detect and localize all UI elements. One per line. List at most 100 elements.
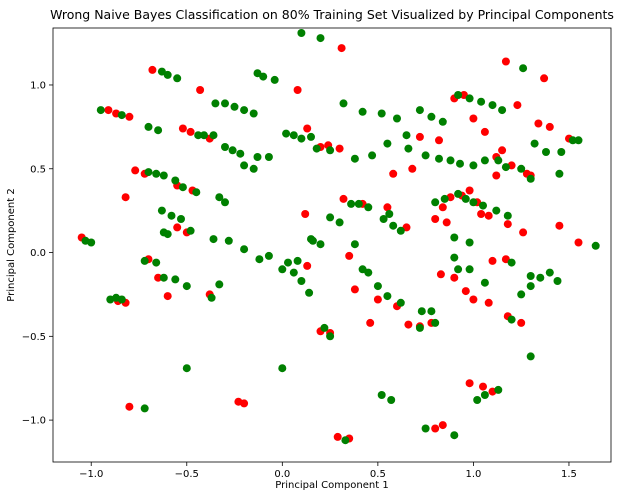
- point-green-130: [480, 391, 489, 399]
- point-red-41: [404, 320, 413, 329]
- point-red-69: [465, 186, 474, 195]
- point-green-92: [568, 136, 577, 145]
- point-green-153: [305, 288, 314, 297]
- point-green-18: [221, 143, 229, 151]
- point-green-60: [379, 215, 388, 223]
- point-green-161: [450, 233, 459, 242]
- point-green-0: [297, 29, 306, 37]
- point-green-73: [435, 154, 443, 163]
- point-red-62: [498, 146, 507, 155]
- point-green-122: [377, 391, 386, 399]
- point-red-10: [131, 166, 140, 175]
- point-green-154: [507, 258, 516, 267]
- point-green-156: [553, 277, 562, 285]
- point-red-7: [178, 124, 187, 133]
- point-green-148: [87, 238, 96, 247]
- point-red-38: [350, 285, 359, 294]
- point-red-80: [436, 270, 445, 279]
- point-green-22: [264, 153, 273, 161]
- point-green-118: [417, 307, 426, 316]
- point-red-81: [450, 273, 459, 282]
- y-tick-label: −1.0: [22, 416, 46, 427]
- point-red-78: [488, 256, 497, 265]
- point-red-73: [431, 215, 440, 223]
- point-red-30: [335, 144, 344, 153]
- point-red-4: [104, 106, 113, 115]
- point-green-102: [465, 265, 474, 274]
- point-green-137: [117, 295, 126, 304]
- point-green-95: [545, 268, 554, 277]
- point-red-32: [339, 194, 348, 203]
- point-green-89: [498, 106, 507, 115]
- x-tick-label: 0.5: [370, 469, 386, 480]
- x-tick-label: 0.0: [274, 469, 290, 480]
- point-green-88: [488, 101, 497, 110]
- point-green-68: [469, 198, 478, 207]
- point-green-37: [192, 188, 201, 197]
- point-green-13: [200, 131, 208, 140]
- point-green-69: [479, 201, 487, 210]
- point-red-1: [148, 65, 157, 74]
- point-green-6: [259, 72, 268, 81]
- point-red-23: [154, 273, 163, 282]
- point-green-8: [211, 99, 220, 108]
- point-green-67: [461, 194, 470, 203]
- point-red-72: [438, 203, 447, 212]
- point-red-14: [121, 193, 130, 202]
- point-green-100: [507, 315, 516, 324]
- point-green-106: [358, 107, 367, 116]
- point-red-46: [333, 432, 342, 441]
- point-green-116: [383, 292, 392, 301]
- point-green-94: [591, 241, 600, 250]
- point-green-127: [326, 332, 335, 341]
- point-green-123: [387, 396, 396, 404]
- point-green-78: [494, 156, 503, 165]
- point-green-114: [364, 268, 373, 277]
- point-green-47: [264, 251, 273, 260]
- point-green-72: [421, 151, 430, 160]
- point-green-126: [320, 323, 329, 332]
- point-green-151: [255, 255, 264, 264]
- point-green-160: [404, 144, 413, 153]
- point-green-139: [152, 258, 161, 267]
- point-green-133: [182, 364, 191, 373]
- point-green-21: [253, 153, 262, 161]
- point-green-132: [140, 404, 149, 413]
- chart-title: Wrong Naive Bayes Classification on 80% …: [50, 7, 614, 22]
- point-green-142: [182, 282, 191, 291]
- point-green-32: [144, 168, 153, 177]
- point-green-124: [421, 424, 430, 433]
- point-green-1: [316, 34, 325, 43]
- point-red-15: [173, 223, 182, 232]
- point-green-16: [144, 122, 153, 131]
- point-green-82: [415, 106, 424, 115]
- point-green-119: [427, 307, 436, 316]
- x-axis-label: Principal Component 1: [275, 480, 388, 491]
- point-red-6: [125, 112, 134, 121]
- point-red-91: [435, 136, 443, 145]
- point-green-120: [431, 318, 440, 327]
- x-tick-label: −0.5: [175, 469, 199, 480]
- point-red-34: [383, 203, 392, 212]
- point-green-146: [163, 230, 172, 239]
- point-green-17: [154, 126, 163, 135]
- point-red-31: [301, 210, 310, 218]
- point-red-84: [484, 298, 493, 307]
- point-green-86: [465, 94, 474, 103]
- point-green-56: [335, 218, 344, 227]
- point-green-84: [438, 117, 447, 126]
- point-red-95: [477, 210, 486, 218]
- point-green-12: [249, 109, 258, 118]
- point-green-40: [157, 206, 166, 215]
- point-red-49: [438, 421, 447, 430]
- point-red-74: [442, 218, 451, 227]
- point-green-25: [282, 129, 291, 138]
- x-axis-ticks: −1.0 −0.5 0.0 0.5 1.0 1.5: [79, 462, 577, 480]
- point-green-138: [140, 256, 149, 265]
- point-green-128: [341, 436, 350, 445]
- point-green-33: [152, 169, 161, 178]
- point-green-76: [469, 161, 478, 170]
- point-red-93: [389, 169, 398, 178]
- point-green-144: [215, 280, 224, 289]
